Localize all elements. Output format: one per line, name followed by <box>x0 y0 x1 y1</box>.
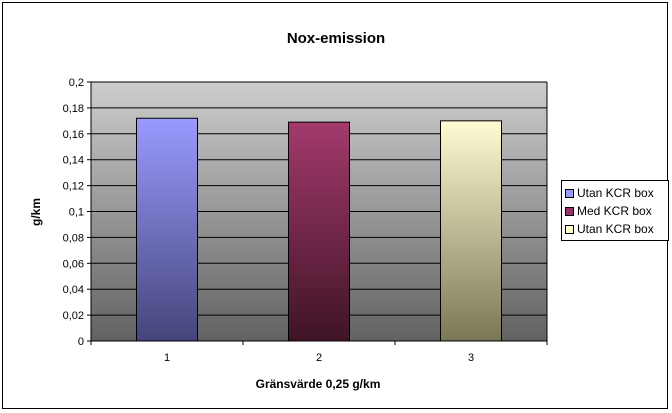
y-tick-label: 0,18 <box>63 103 84 115</box>
legend-swatch-3 <box>565 224 574 234</box>
x-tick-label: 3 <box>468 352 474 364</box>
y-tick-label: 0,16 <box>63 129 84 141</box>
y-tick-label: 0,1 <box>69 207 84 219</box>
legend-item: Med KCR box <box>565 202 668 220</box>
x-tick-label: 2 <box>316 352 322 364</box>
y-tick-label: 0,14 <box>63 155 84 167</box>
y-tick-label: 0,06 <box>63 258 84 270</box>
legend-swatch-2 <box>565 206 574 216</box>
legend-item: Utan KCR box <box>565 220 668 238</box>
legend-swatch-1 <box>565 188 574 198</box>
y-tick-label: 0,12 <box>63 181 84 193</box>
legend-label-2: Med KCR box <box>577 204 652 218</box>
y-tick-label: 0 <box>78 336 84 348</box>
y-tick-label: 0,2 <box>69 77 84 89</box>
y-tick-label: 0,04 <box>63 284 84 296</box>
legend-item: Utan KCR box <box>565 184 668 202</box>
legend-label-1: Utan KCR box <box>577 186 654 200</box>
chart-title: Nox-emission <box>286 30 386 47</box>
legend: Utan KCR box Med KCR box Utan KCR box <box>561 180 669 241</box>
y-tick-label: 0,02 <box>63 310 84 322</box>
bar-1 <box>136 117 198 342</box>
bar-2 <box>288 121 350 342</box>
legend-label-3: Utan KCR box <box>577 222 654 236</box>
bar-3 <box>440 120 502 342</box>
x-axis-label: Gränsvärde 0,25 g/km <box>255 377 381 391</box>
x-tick-label: 1 <box>164 352 170 364</box>
y-tick-label: 0,08 <box>63 232 84 244</box>
